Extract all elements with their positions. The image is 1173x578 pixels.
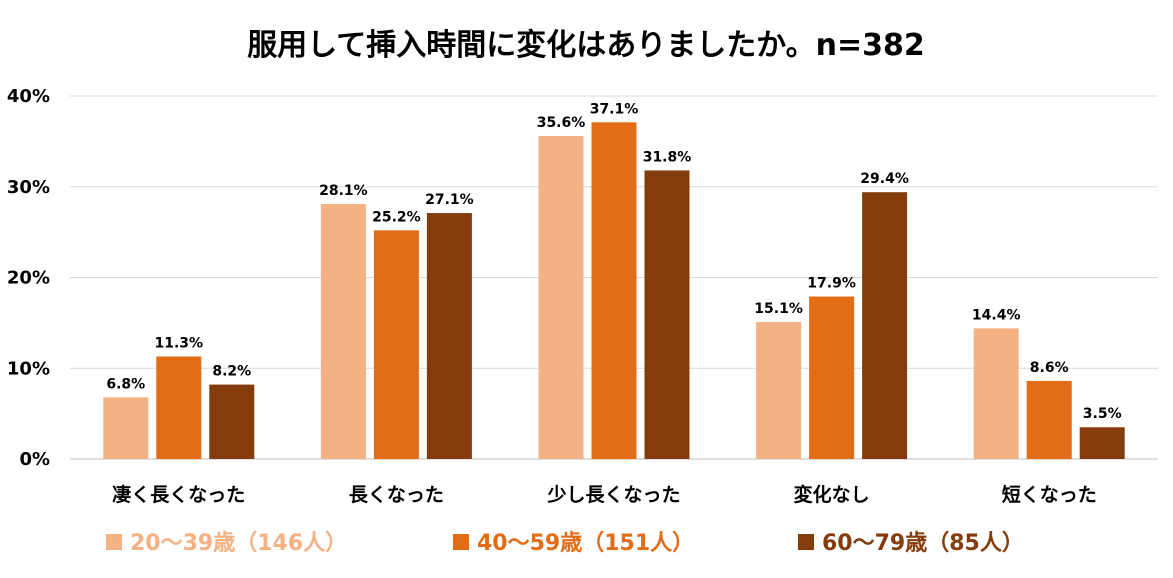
data-label: 8.2%	[212, 364, 251, 380]
category-label: 短くなった	[1002, 483, 1097, 506]
bar	[1079, 427, 1125, 459]
data-label: 11.3%	[155, 335, 204, 351]
legend-swatch	[453, 534, 469, 550]
bar	[1026, 380, 1072, 459]
bar	[538, 135, 584, 459]
x-axis-categories: 凄く長くなった 長くなった 少し長くなった 変化なし 短くなった	[112, 483, 1096, 506]
category-label: 凄く長くなった	[112, 483, 245, 506]
bar	[644, 170, 690, 460]
bar	[320, 203, 366, 459]
legend: 20～39歳（146人） 40～59歳（151人） 60～79歳（85人）	[106, 531, 1024, 556]
data-label: 3.5%	[1083, 406, 1122, 422]
y-tick-label: 0%	[19, 449, 50, 470]
y-axis-ticks: 0% 10% 20% 30% 40%	[7, 86, 50, 470]
data-label: 17.9%	[807, 276, 856, 292]
legend-label: 60～79歳（85人）	[822, 531, 1024, 556]
data-label: 25.2%	[372, 209, 421, 225]
data-label: 14.4%	[972, 307, 1021, 323]
bar	[103, 397, 149, 459]
data-label: 28.1%	[319, 183, 368, 199]
data-label: 15.1%	[754, 301, 803, 317]
bar	[809, 296, 855, 459]
bar	[426, 213, 472, 459]
data-label: 6.8%	[106, 376, 145, 392]
legend-label: 40～59歳（151人）	[477, 531, 694, 556]
chart-title: 服用して挿入時間に変化はありましたか。n=382	[247, 28, 925, 63]
data-label: 35.6%	[537, 115, 586, 131]
bar	[756, 321, 802, 459]
data-label: 37.1%	[590, 101, 639, 117]
y-tick-label: 10%	[7, 358, 50, 379]
bar	[373, 230, 419, 459]
data-labels: 6.8% 11.3% 8.2% 28.1%25.2%27.1% 35.6%37.1% 31…	[106, 101, 1121, 422]
legend-label: 20～39歳（146人）	[130, 531, 347, 556]
bar	[209, 384, 255, 459]
bar	[973, 328, 1019, 459]
y-tick-label: 40%	[7, 86, 50, 107]
y-tick-label: 20%	[7, 268, 50, 289]
data-label: 8.6%	[1030, 360, 1069, 376]
data-label: 31.8%	[643, 149, 692, 165]
legend-swatch	[106, 534, 122, 550]
data-label: 29.4%	[860, 171, 909, 187]
bar	[591, 122, 637, 459]
category-label: 長くなった	[349, 484, 444, 506]
category-label: 変化なし	[794, 483, 870, 506]
legend-swatch	[798, 534, 814, 550]
y-tick-label: 30%	[7, 177, 50, 198]
bar	[862, 192, 908, 459]
bars	[103, 122, 1125, 460]
data-label: 27.1%	[425, 192, 474, 208]
bar	[156, 356, 202, 459]
category-label: 少し長くなった	[546, 484, 680, 506]
